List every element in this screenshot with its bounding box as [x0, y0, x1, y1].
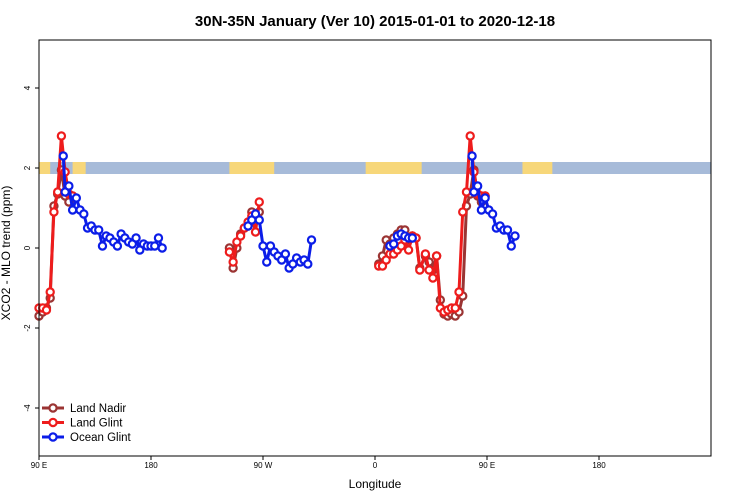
x-tick-label: 90 W	[254, 461, 273, 470]
land-glint-point	[52, 187, 63, 197]
ocean-glint-point	[476, 205, 487, 215]
ocean-glint-point	[467, 151, 477, 161]
x-axis-ticks: 90 E 180 90 W 0 90 E 180	[31, 456, 606, 470]
ocean-glint-point	[97, 241, 108, 251]
legend-item-land-nadir: Land Nadir	[42, 403, 126, 415]
land-glint-point	[254, 197, 264, 207]
y-axis-label: XCO2 - MLO trend (ppm)	[0, 186, 13, 321]
land-glint-point	[454, 287, 464, 297]
land-glint-point	[465, 131, 475, 141]
ocean-glint-point	[131, 233, 141, 243]
land-glint-point	[424, 265, 434, 275]
y-tick-label: 0	[23, 245, 32, 250]
legend-label: Land Glint	[70, 418, 123, 430]
ocean-glint-point	[407, 233, 418, 243]
y-tick-label: 2	[23, 165, 32, 170]
legend-swatch-marker	[48, 432, 58, 442]
land-glint-point	[45, 287, 55, 297]
ocean-glint-series	[58, 151, 520, 273]
ocean-glint-point	[79, 209, 89, 219]
legend-item-ocean-glint: Ocean Glint	[42, 432, 132, 444]
land-glint-point	[41, 305, 52, 315]
x-tick-label: 90 E	[31, 461, 47, 470]
land-glint-point	[415, 265, 425, 275]
land-band-segment	[522, 162, 553, 174]
legend-swatch-marker	[48, 417, 58, 428]
legend-swatch-marker	[48, 403, 58, 413]
land-glint-point	[458, 207, 468, 217]
ocean-glint-point	[71, 193, 82, 203]
ocean-glint-point	[480, 193, 490, 203]
ocean-glint-point	[157, 243, 167, 253]
legend-item-land-glint: Land Glint	[42, 418, 123, 430]
ocean-glint-point	[506, 241, 516, 251]
land-band-segment	[229, 162, 275, 174]
land-glint-point	[235, 231, 246, 241]
series-layer	[34, 131, 520, 321]
surface-band	[39, 162, 711, 174]
x-tick-label: 180	[592, 461, 606, 470]
ocean-glint-point	[487, 209, 498, 219]
ocean-glint-point	[254, 215, 264, 225]
land-band-segment	[365, 162, 422, 174]
legend: Land Nadir Land Glint Ocean Glint	[42, 403, 132, 444]
land-glint-point	[56, 131, 67, 141]
land-glint-point	[431, 251, 442, 261]
land-glint-point	[49, 207, 59, 217]
ocean-glint-point	[258, 241, 268, 251]
x-tick-label: 180	[144, 461, 158, 470]
land-band-segment	[39, 162, 51, 174]
y-tick-label: 4	[23, 85, 32, 90]
ocean-glint-point	[58, 151, 68, 161]
land-glint-point	[224, 247, 235, 257]
ocean-glint-point	[388, 239, 399, 249]
land-glint-series	[34, 131, 490, 317]
land-glint-point	[228, 257, 238, 267]
ocean-glint-point	[502, 225, 513, 235]
ocean-glint-point	[67, 205, 78, 215]
x-tick-label: 90 E	[479, 461, 495, 470]
land-glint-point	[428, 273, 438, 283]
ocean-glint-point	[262, 257, 272, 267]
ocean-glint-point	[306, 235, 317, 245]
ocean-glint-point	[153, 233, 164, 243]
x-axis-label: Longitude	[349, 477, 402, 491]
land-glint-point	[461, 187, 472, 197]
ocean-glint-point	[280, 249, 291, 259]
ocean-glint-point	[64, 181, 74, 191]
ocean-glint-point	[150, 241, 160, 251]
ocean-glint-point	[510, 231, 520, 241]
land-glint-point	[250, 227, 261, 237]
land-glint-point	[420, 249, 431, 259]
land-glint-point	[450, 303, 460, 313]
chart-title: 30N-35N January (Ver 10) 2015-01-01 to 2…	[195, 13, 555, 30]
x-tick-label: 0	[373, 461, 378, 470]
ocean-glint-point	[94, 225, 104, 235]
legend-label: Ocean Glint	[70, 432, 132, 444]
legend-label: Land Nadir	[70, 403, 126, 415]
ocean-glint-point	[472, 181, 483, 191]
y-tick-label: -4	[23, 404, 32, 412]
land-glint-point	[403, 245, 414, 255]
ocean-glint-point	[112, 241, 123, 251]
land-band-segment	[72, 162, 86, 174]
y-tick-label: -2	[23, 324, 32, 332]
y-axis-ticks: -4 -2 0 2 4	[23, 85, 39, 412]
ocean-glint-point	[303, 259, 313, 269]
